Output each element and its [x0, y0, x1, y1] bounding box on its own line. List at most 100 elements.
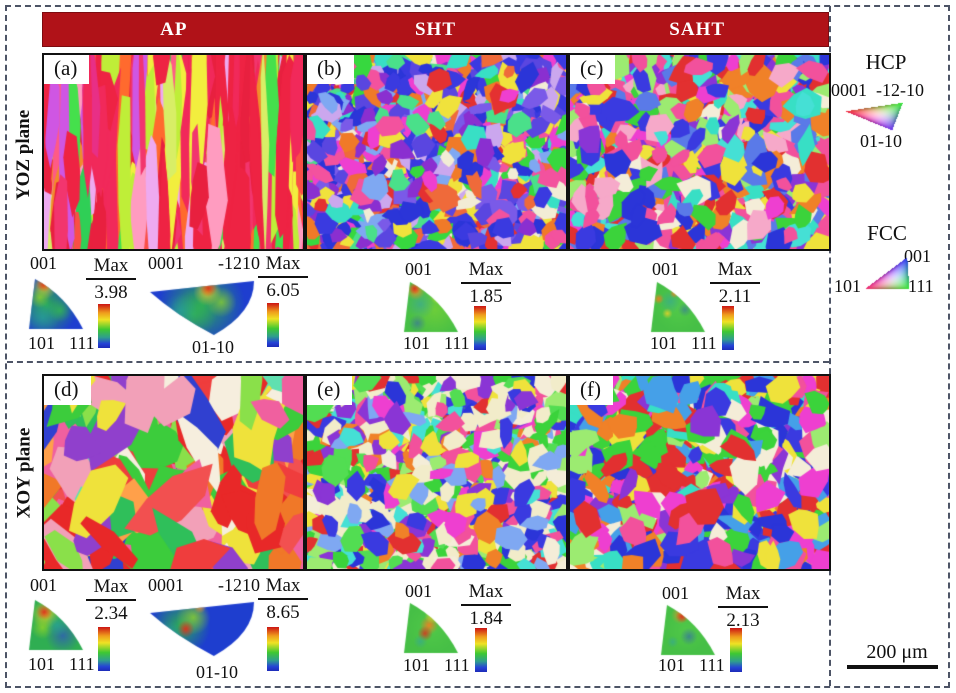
- max-value-fraction: Max 8.65: [258, 575, 308, 624]
- legend-fcc-101: 101: [834, 276, 861, 296]
- pf-corner-01-10: 01-10: [196, 662, 238, 682]
- pf-corner-101: 101: [403, 655, 430, 675]
- pf-corner-001: 001: [652, 259, 679, 279]
- max-value-fraction: Max 2.11: [710, 259, 760, 308]
- legend-hcp-0001: 0001: [831, 80, 867, 100]
- max-label: Max: [710, 259, 760, 284]
- pf-corner-01-10: 01-10: [192, 337, 234, 357]
- max-value: 8.65: [266, 601, 300, 623]
- intensity-colorbar: [730, 628, 742, 672]
- scale-bar-line: [847, 665, 938, 669]
- panel-tag-e: (e): [307, 376, 353, 406]
- pf-corner-111: 111: [691, 333, 717, 353]
- legend-fcc-111: 111: [908, 276, 934, 296]
- micrograph-c-image: [570, 55, 829, 249]
- plane-label-xoy: XOY plane: [6, 378, 42, 568]
- max-label: Max: [461, 581, 511, 606]
- intensity-colorbar: [722, 306, 734, 350]
- max-label: Max: [86, 576, 136, 601]
- micrograph-panel-a: (a): [42, 53, 305, 251]
- ipf-triangle-map: [403, 601, 461, 655]
- ipf-triangle-map: [28, 598, 86, 652]
- max-value: 1.85: [469, 285, 503, 307]
- intensity-colorbar: [474, 306, 486, 350]
- pf-corner-111: 111: [444, 333, 470, 353]
- pole-figure-sht-fcc-xoy: 001 101 111 Max 1.84: [401, 581, 581, 691]
- max-value: 3.98: [94, 281, 128, 303]
- micrograph-b-image: [307, 55, 566, 249]
- micrograph-panel-f: (f): [568, 374, 831, 571]
- micrograph-panel-c: (c): [568, 53, 831, 251]
- max-value: 1.84: [469, 607, 503, 629]
- ipf-wedge-map: [148, 279, 256, 337]
- pf-corner--1210: -1210: [218, 253, 260, 273]
- pf-corner-101: 101: [650, 333, 677, 353]
- ipf-triangle-map: [28, 277, 86, 331]
- plane-label-yoz: YOZ plane: [6, 60, 42, 250]
- max-label: Max: [461, 259, 511, 284]
- legend-hcp--12-10: -12-10: [876, 80, 924, 100]
- micrograph-a-image: [44, 55, 303, 249]
- micrograph-d-image: [44, 376, 303, 569]
- intensity-colorbar: [267, 303, 279, 347]
- max-value: 2.34: [94, 602, 128, 624]
- micrograph-e-image: [307, 376, 566, 569]
- condition-header-bar: AP SHT SAHT: [42, 12, 829, 47]
- pf-corner-101: 101: [28, 654, 55, 674]
- hcp-ipf-color-key: [845, 101, 903, 131]
- intensity-colorbar: [475, 628, 487, 672]
- intensity-colorbar: [267, 627, 279, 671]
- pf-corner-0001: 0001: [148, 575, 184, 595]
- panel-tag-b: (b): [307, 55, 354, 85]
- plane-section-divider: [7, 361, 829, 363]
- pole-figure-ap-hcp-xoy: 0001 -1210 01-10 Max 8.65: [146, 575, 326, 685]
- ipf-triangle-map: [650, 280, 708, 334]
- max-label: Max: [86, 255, 136, 280]
- legend-fcc-title: FCC: [867, 221, 907, 245]
- pole-figure-saht-fcc-xoy: 001 101 111 Max 2.13: [656, 583, 836, 693]
- pole-figure-ap-fcc-yoz: 001 101 111 Max 3.98: [28, 253, 208, 363]
- header-label-sht: SHT: [414, 18, 457, 40]
- max-value-fraction: Max 2.13: [718, 583, 768, 632]
- legend-dashed-divider: [829, 6, 831, 686]
- pf-corner-101: 101: [403, 333, 430, 353]
- pole-figure-ap-hcp-yoz: 0001 -1210 01-10 Max 6.05: [146, 253, 326, 363]
- legend-fcc-001: 001: [904, 246, 931, 266]
- pf-corner-001: 001: [30, 575, 57, 595]
- pf-corner-111: 111: [69, 654, 95, 674]
- pole-figure-ap-fcc-xoy: 001 101 111 Max 2.34: [28, 575, 208, 685]
- micrograph-panel-d: (d): [42, 374, 305, 571]
- header-label-saht: SAHT: [669, 18, 726, 40]
- header-label-ap: AP: [160, 18, 188, 40]
- max-value-fraction: Max 1.85: [461, 259, 511, 308]
- pf-corner-111: 111: [699, 655, 725, 675]
- ipf-wedge-map: [148, 600, 256, 658]
- pf-corner-001: 001: [662, 583, 689, 603]
- intensity-colorbar: [98, 304, 110, 348]
- max-value-fraction: Max 2.34: [86, 576, 136, 625]
- micrograph-f-image: [570, 376, 829, 569]
- micrograph-panel-b: (b): [305, 53, 568, 251]
- max-value: 2.11: [718, 285, 752, 307]
- pf-corner-101: 101: [28, 333, 55, 353]
- max-value: 2.13: [726, 609, 760, 631]
- pole-figure-saht-fcc-yoz: 001 101 111 Max 2.11: [648, 259, 828, 369]
- pf-corner-001: 001: [405, 259, 432, 279]
- pf-corner-111: 111: [444, 655, 470, 675]
- max-value-fraction: Max 1.84: [461, 581, 511, 630]
- micrograph-panel-e: (e): [305, 374, 568, 571]
- panel-tag-d: (d): [44, 376, 91, 406]
- panel-tag-f: (f): [570, 376, 613, 406]
- pf-corner-101: 101: [658, 655, 685, 675]
- pf-corner-001: 001: [405, 581, 432, 601]
- pf-corner--1210: -1210: [218, 575, 260, 595]
- pf-corner-001: 001: [30, 253, 57, 273]
- pf-corner-0001: 0001: [148, 253, 184, 273]
- panel-tag-a: (a): [44, 55, 90, 85]
- max-value-fraction: Max 3.98: [86, 255, 136, 304]
- panel-tag-c: (c): [570, 55, 616, 85]
- scale-bar-label: 200 μm: [866, 641, 928, 663]
- max-value-fraction: Max 6.05: [258, 253, 308, 302]
- intensity-colorbar: [98, 627, 110, 671]
